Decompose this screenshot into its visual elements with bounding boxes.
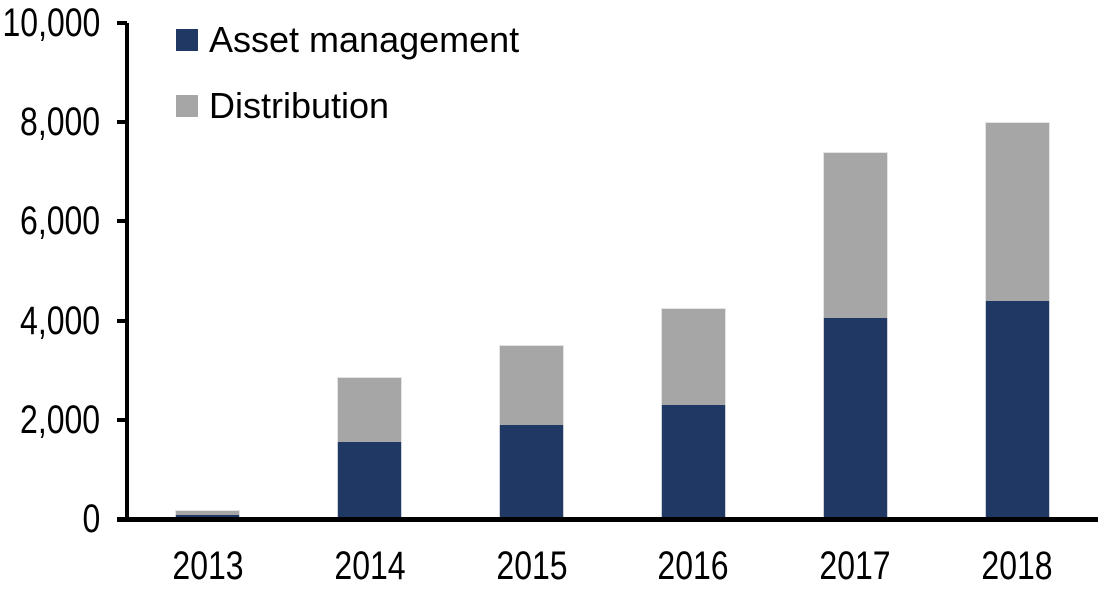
y-axis-tick-label: 8,000	[19, 100, 100, 145]
bar-segment-distribution-2018	[984, 122, 1050, 301]
legend-item-asset-management: Asset management	[176, 20, 519, 60]
y-axis-tick-label: 6,000	[19, 199, 100, 244]
y-axis-tick	[117, 318, 127, 323]
bar-segment-asset-management-2018	[984, 300, 1050, 519]
bar-segment-asset-management-2017	[822, 318, 888, 519]
bar-segment-distribution-2015	[499, 345, 565, 425]
legend: Asset management Distribution	[176, 20, 519, 126]
bar-segment-distribution-2014	[337, 376, 403, 443]
x-axis-line	[117, 517, 1098, 522]
bar-segment-distribution-2017	[822, 151, 888, 319]
bar-segment-asset-management-2014	[337, 442, 403, 519]
x-axis-category-label: 2016	[657, 544, 729, 588]
y-axis-tick-label: 2,000	[19, 397, 100, 442]
legend-item-distribution: Distribution	[176, 86, 519, 126]
legend-swatch-distribution-icon	[176, 95, 198, 117]
y-axis-tick	[117, 417, 127, 422]
bar-segment-asset-management-2016	[660, 404, 726, 519]
legend-label-asset-management: Asset management	[209, 19, 520, 60]
x-axis-category-label: 2014	[334, 544, 406, 588]
y-axis-tick-label: 4,000	[19, 298, 100, 343]
y-axis-tick	[117, 120, 127, 125]
bar-segment-asset-management-2015	[499, 424, 565, 519]
y-axis-tick	[117, 21, 127, 25]
y-axis-tick-label: 10,000	[2, 1, 100, 45]
y-axis-tick-label: 0	[82, 497, 100, 541]
bar-segment-distribution-2013	[175, 510, 241, 516]
y-axis-line	[125, 23, 129, 519]
x-axis-category-label: 2013	[172, 544, 244, 588]
x-axis-category-label: 2018	[981, 544, 1053, 588]
x-axis-category-label: 2017	[819, 544, 891, 588]
legend-label-distribution: Distribution	[209, 85, 390, 126]
legend-swatch-asset-management-icon	[176, 29, 198, 51]
bar-segment-distribution-2016	[660, 308, 726, 405]
y-axis-tick	[117, 219, 127, 224]
x-axis-category-label: 2015	[495, 544, 568, 588]
